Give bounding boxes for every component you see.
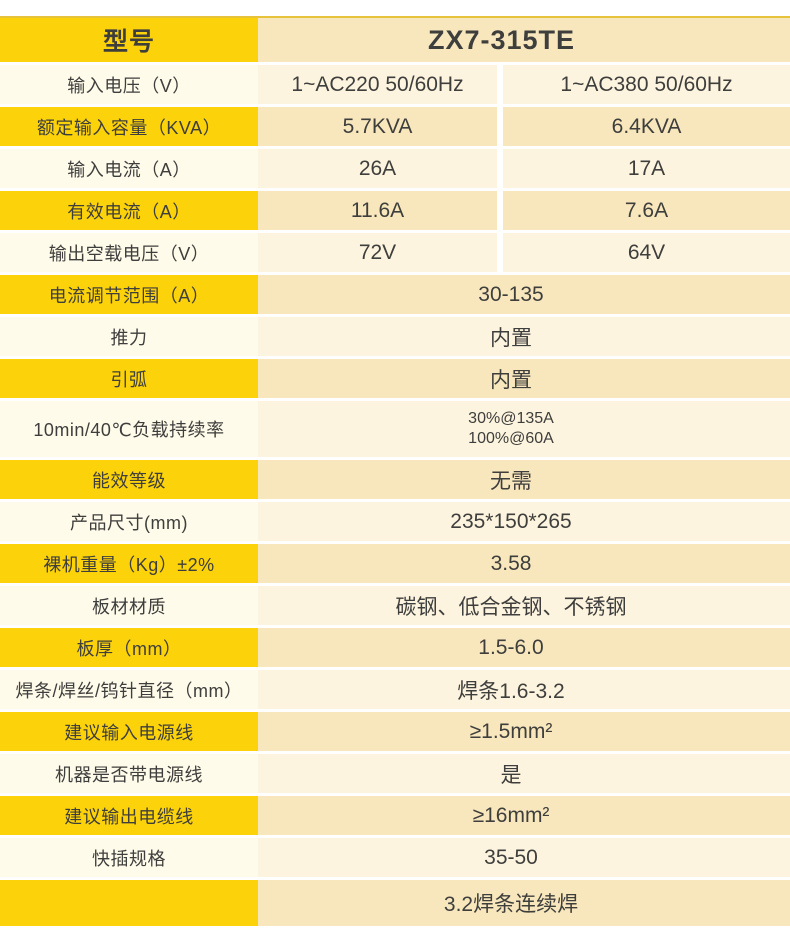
spec-label: 额定输入容量（KVA）: [0, 107, 258, 146]
spec-value: 17A: [503, 149, 790, 188]
spec-table: 型号 ZX7-315TE 输入电压（V） 1~AC220 50/60Hz 1~AC3…: [0, 16, 790, 926]
spec-row: 3.2焊条连续焊: [0, 880, 790, 926]
spec-value: 72V: [258, 233, 497, 272]
spec-label: 推力: [0, 317, 258, 356]
spec-value: 30-135: [258, 275, 790, 314]
spec-label: 板材材质: [0, 586, 258, 625]
spec-label: 电流调节范围（A）: [0, 275, 258, 314]
spec-label: 引弧: [0, 359, 258, 398]
spec-row: 电流调节范围（A） 30-135: [0, 275, 790, 314]
spec-value: 内置: [258, 317, 790, 356]
spec-value: 64V: [503, 233, 790, 272]
spec-value: 7.6A: [503, 191, 790, 230]
spec-row: 推力 内置: [0, 317, 790, 356]
spec-row: 输入电流（A） 26A 17A: [0, 149, 790, 188]
spec-label: 建议输出电缆线: [0, 796, 258, 835]
spec-label: [0, 880, 258, 926]
spec-value: 内置: [258, 359, 790, 398]
spec-value: 30%@135A 100%@60A: [258, 401, 790, 457]
spec-value: 焊条1.6-3.2: [258, 670, 790, 709]
spec-row: 焊条/焊丝/钨针直径（mm） 焊条1.6-3.2: [0, 670, 790, 709]
spec-row: 输出空载电压（V） 72V 64V: [0, 233, 790, 272]
spec-row: 10min/40℃负载持续率 30%@135A 100%@60A: [0, 401, 790, 457]
spec-label: 10min/40℃负载持续率: [0, 401, 258, 457]
model-header-row: 型号 ZX7-315TE: [0, 16, 790, 62]
spec-row: 输入电压（V） 1~AC220 50/60Hz 1~AC380 50/60Hz: [0, 65, 790, 104]
spec-row: 产品尺寸(mm) 235*150*265: [0, 502, 790, 541]
spec-label: 输出空载电压（V）: [0, 233, 258, 272]
spec-value: 35-50: [258, 838, 790, 877]
spec-label: 裸机重量（Kg）±2%: [0, 544, 258, 583]
spec-value: 26A: [258, 149, 497, 188]
spec-row: 机器是否带电源线是: [0, 754, 790, 793]
spec-value: 无需: [258, 460, 790, 499]
spec-row: 建议输入电源线 ≥1.5mm²: [0, 712, 790, 751]
spec-value: 1~AC380 50/60Hz: [503, 65, 790, 104]
spec-value-line: 100%@60A: [468, 430, 554, 447]
spec-label: 机器是否带电源线: [0, 754, 258, 793]
spec-value: 3.58: [258, 544, 790, 583]
spec-value-line: 30%@135A: [468, 410, 554, 427]
spec-value: 11.6A: [258, 191, 497, 230]
spec-label: 板厚（mm）: [0, 628, 258, 667]
spec-label: 焊条/焊丝/钨针直径（mm）: [0, 670, 258, 709]
spec-value: ≥1.5mm²: [258, 712, 790, 751]
model-label: 型号: [0, 18, 258, 62]
spec-row: 额定输入容量（KVA） 5.7KVA 6.4KVA: [0, 107, 790, 146]
model-value: ZX7-315TE: [258, 18, 790, 62]
spec-value: 235*150*265: [258, 502, 790, 541]
spec-row: 引弧 内置: [0, 359, 790, 398]
spec-row: 能效等级 无需: [0, 460, 790, 499]
spec-value: 碳钢、低合金钢、不锈钢: [258, 586, 790, 625]
spec-row: 板材材质 碳钢、低合金钢、不锈钢: [0, 586, 790, 625]
spec-label: 输入电流（A）: [0, 149, 258, 188]
spec-value: 5.7KVA: [258, 107, 497, 146]
spec-label: 快插规格: [0, 838, 258, 877]
spec-value: 是: [258, 754, 790, 793]
spec-label: 建议输入电源线: [0, 712, 258, 751]
spec-row: 快插规格 35-50: [0, 838, 790, 877]
spec-value: ≥16mm²: [258, 796, 790, 835]
spec-value: 1~AC220 50/60Hz: [258, 65, 497, 104]
spec-label: 产品尺寸(mm): [0, 502, 258, 541]
spec-row: 建议输出电缆线 ≥16mm²: [0, 796, 790, 835]
spec-label: 能效等级: [0, 460, 258, 499]
spec-value: 6.4KVA: [503, 107, 790, 146]
spec-value: 3.2焊条连续焊: [258, 880, 790, 926]
spec-value: 1.5-6.0: [258, 628, 790, 667]
spec-row: 板厚（mm） 1.5-6.0: [0, 628, 790, 667]
spec-row: 裸机重量（Kg）±2% 3.58: [0, 544, 790, 583]
spec-row: 有效电流（A） 11.6A 7.6A: [0, 191, 790, 230]
spec-label: 有效电流（A）: [0, 191, 258, 230]
spec-label: 输入电压（V）: [0, 65, 258, 104]
